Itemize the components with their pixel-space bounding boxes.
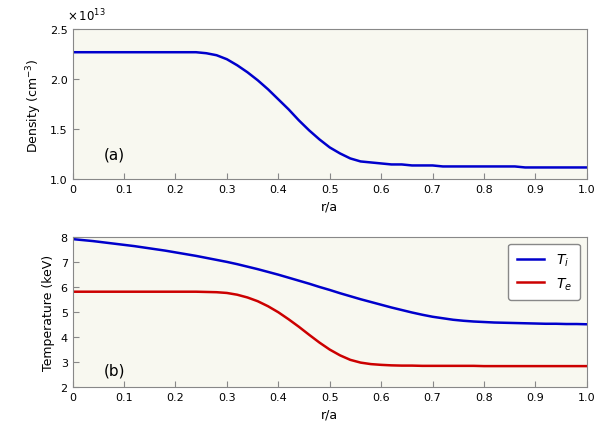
$T_e$	[69, 289, 76, 295]
$T_e$	[583, 364, 590, 369]
Line: $T_e$: $T_e$	[73, 292, 587, 366]
Line: $T_i$: $T_i$	[73, 240, 587, 325]
$T_e$	[234, 292, 241, 298]
X-axis label: r/a: r/a	[321, 407, 338, 421]
$T_e$	[182, 289, 189, 295]
$T_i$	[573, 322, 580, 327]
X-axis label: r/a: r/a	[321, 200, 338, 213]
Text: $\times\,10^{13}$: $\times\,10^{13}$	[67, 8, 106, 24]
Text: (b): (b)	[103, 363, 125, 378]
$T_e$	[573, 364, 580, 369]
$T_i$	[439, 316, 446, 321]
$T_i$	[408, 310, 416, 315]
$T_i$	[583, 322, 590, 327]
Text: (a): (a)	[103, 147, 125, 162]
$T_e$	[408, 363, 416, 369]
Legend: $T_i$, $T_e$: $T_i$, $T_e$	[508, 244, 580, 300]
$T_e$	[439, 363, 446, 369]
$T_i$	[223, 260, 231, 265]
Y-axis label: Density (cm$^{-3}$): Density (cm$^{-3}$)	[25, 58, 44, 152]
Y-axis label: Temperature (keV): Temperature (keV)	[42, 254, 55, 370]
$T_e$	[223, 291, 231, 296]
$T_e$	[480, 364, 488, 369]
$T_i$	[234, 262, 241, 267]
$T_i$	[69, 237, 76, 242]
$T_i$	[182, 252, 189, 257]
